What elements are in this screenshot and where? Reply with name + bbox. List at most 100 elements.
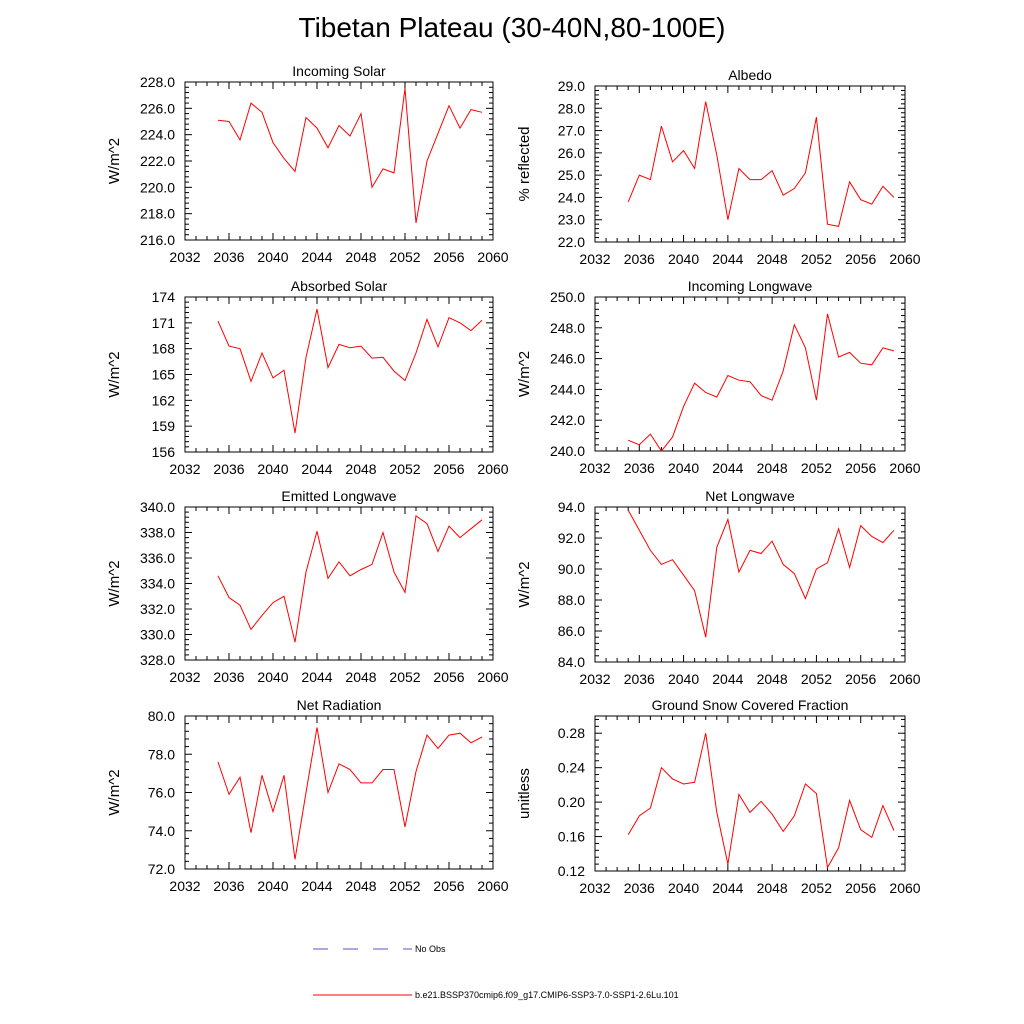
panel-frame: [184, 715, 494, 870]
panel-title: Emitted Longwave: [281, 488, 396, 504]
y-tick-label: 86.0: [558, 623, 585, 639]
y-tick-label: 174: [152, 289, 176, 305]
y-tick-label: 0.16: [558, 829, 585, 845]
x-tick-label: 2040: [257, 878, 288, 894]
y-axis-label: % reflected: [516, 126, 533, 201]
x-tick-label: 2056: [845, 671, 876, 687]
x-tick-label: 2060: [889, 671, 920, 687]
y-tick-label: 88.0: [558, 592, 585, 608]
x-tick-label: 2056: [845, 251, 876, 267]
figure-title: Tibetan Plateau (30-40N,80-100E): [298, 12, 726, 43]
panel-frame: [594, 506, 906, 663]
y-tick-label: 28.0: [558, 100, 585, 116]
x-tick-label: 2036: [624, 460, 655, 476]
y-tick-label: 244.0: [550, 381, 585, 397]
y-tick-label: 338.0: [140, 525, 175, 541]
series-line: [217, 727, 483, 860]
panel-title: Albedo: [728, 67, 772, 83]
x-tick-label: 2040: [668, 251, 699, 267]
series-line: [627, 733, 895, 870]
x-tick-label: 2052: [801, 671, 832, 687]
x-tick-label: 2048: [757, 880, 788, 896]
x-tick-label: 2036: [624, 671, 655, 687]
x-tick-label: 2044: [712, 671, 743, 687]
series-line: [217, 88, 483, 223]
x-tick-label: 2044: [712, 251, 743, 267]
y-tick-label: 72.0: [148, 861, 175, 877]
y-tick-label: 94.0: [558, 499, 585, 515]
y-axis-label: W/m^2: [516, 351, 533, 397]
x-tick-label: 2052: [389, 878, 420, 894]
x-tick-label: 2032: [169, 878, 200, 894]
x-tick-label: 2060: [477, 249, 508, 265]
x-tick-label: 2048: [757, 671, 788, 687]
x-tick-label: 2048: [345, 878, 376, 894]
y-tick-label: 218.0: [140, 206, 175, 222]
x-tick-label: 2056: [433, 669, 464, 685]
series-line: [627, 101, 895, 227]
x-tick-label: 2060: [477, 878, 508, 894]
y-tick-label: 220.0: [140, 179, 175, 195]
x-tick-label: 2032: [169, 669, 200, 685]
panel-frame: [594, 296, 906, 452]
x-tick-label: 2036: [213, 669, 244, 685]
y-tick-label: 22.0: [558, 234, 585, 250]
y-tick-label: 250.0: [550, 289, 585, 305]
panel-title: Ground Snow Covered Fraction: [652, 697, 849, 713]
y-tick-label: 23.0: [558, 212, 585, 228]
x-tick-label: 2032: [579, 671, 610, 687]
y-tick-label: 159: [152, 418, 176, 434]
y-axis-label: unitless: [516, 768, 533, 819]
x-tick-label: 2056: [845, 880, 876, 896]
y-tick-label: 240.0: [550, 443, 585, 459]
y-tick-label: 29.0: [558, 78, 585, 94]
x-tick-label: 2032: [169, 461, 200, 477]
y-tick-label: 162: [152, 392, 176, 408]
x-tick-label: 2048: [345, 669, 376, 685]
x-tick-label: 2040: [668, 671, 699, 687]
y-tick-label: 92.0: [558, 530, 585, 546]
panel-frame: [184, 296, 494, 453]
x-tick-label: 2036: [624, 251, 655, 267]
panel-title: Incoming Longwave: [688, 278, 813, 294]
x-tick-label: 2036: [213, 878, 244, 894]
x-tick-label: 2036: [213, 249, 244, 265]
y-tick-label: 340.0: [140, 499, 175, 515]
y-axis-label: W/m^2: [106, 351, 123, 397]
x-tick-label: 2040: [257, 669, 288, 685]
x-tick-label: 2032: [579, 880, 610, 896]
y-tick-label: 0.28: [558, 725, 585, 741]
y-tick-label: 171: [152, 315, 176, 331]
x-tick-label: 2052: [801, 251, 832, 267]
panel-title: Net Radiation: [297, 697, 382, 713]
x-tick-label: 2056: [433, 878, 464, 894]
x-tick-label: 2056: [845, 460, 876, 476]
y-tick-label: 90.0: [558, 561, 585, 577]
y-tick-label: 248.0: [550, 320, 585, 336]
y-tick-label: 330.0: [140, 627, 175, 643]
x-tick-label: 2052: [389, 249, 420, 265]
x-tick-label: 2052: [389, 669, 420, 685]
legend-no-obs-label: No Obs: [415, 944, 446, 954]
panel-frame: [594, 85, 906, 243]
y-tick-label: 74.0: [148, 823, 175, 839]
y-tick-label: 156: [152, 444, 176, 460]
x-tick-label: 2052: [389, 461, 420, 477]
y-tick-label: 165: [152, 367, 176, 383]
x-tick-label: 2036: [213, 461, 244, 477]
legend-model-label: b.e21.BSSP370cmip6.f09_g17.CMIP6-SSP3-7.…: [415, 990, 679, 1000]
x-tick-label: 2048: [757, 460, 788, 476]
panel-frame: [594, 715, 906, 872]
y-axis-label: W/m^2: [106, 769, 123, 815]
y-tick-label: 0.24: [558, 760, 585, 776]
x-tick-label: 2060: [477, 461, 508, 477]
x-tick-label: 2044: [712, 460, 743, 476]
x-tick-label: 2048: [345, 249, 376, 265]
x-tick-label: 2040: [257, 461, 288, 477]
x-tick-label: 2052: [801, 880, 832, 896]
x-tick-label: 2044: [301, 669, 332, 685]
y-tick-label: 26.0: [558, 145, 585, 161]
panel-title: Absorbed Solar: [291, 278, 388, 294]
